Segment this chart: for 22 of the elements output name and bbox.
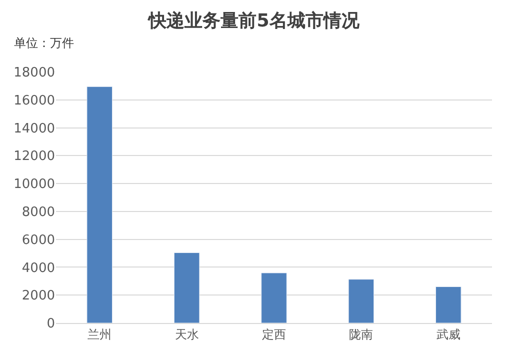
x-tick-label: 天水 [174,327,199,342]
bar [436,286,462,323]
bar [86,86,112,323]
y-tick-label: 2000 [22,288,55,304]
y-tick-label: 14000 [14,121,55,136]
y-tick-label: 6000 [22,232,55,248]
y-tick-label: 8000 [22,204,55,220]
y-tick-label: 0 [46,316,55,332]
bar [261,272,287,323]
y-tick-label: 18000 [14,66,55,81]
y-tick-label: 12000 [14,149,55,164]
y-tick-label: 4000 [22,260,55,276]
y-axis-title: 单位：万件 [14,36,74,50]
chart-title: 快递业务量前5名城市情况 [148,10,360,32]
x-tick-label: 兰州 [88,327,112,342]
y-tick-label: 10000 [14,177,55,192]
y-tick-label: 16000 [14,93,55,108]
x-tick-label: 武威 [436,327,460,342]
x-tick-label: 定西 [262,327,286,342]
bar [174,252,200,323]
x-tick-label: 陇南 [349,327,374,342]
bar [348,279,374,323]
